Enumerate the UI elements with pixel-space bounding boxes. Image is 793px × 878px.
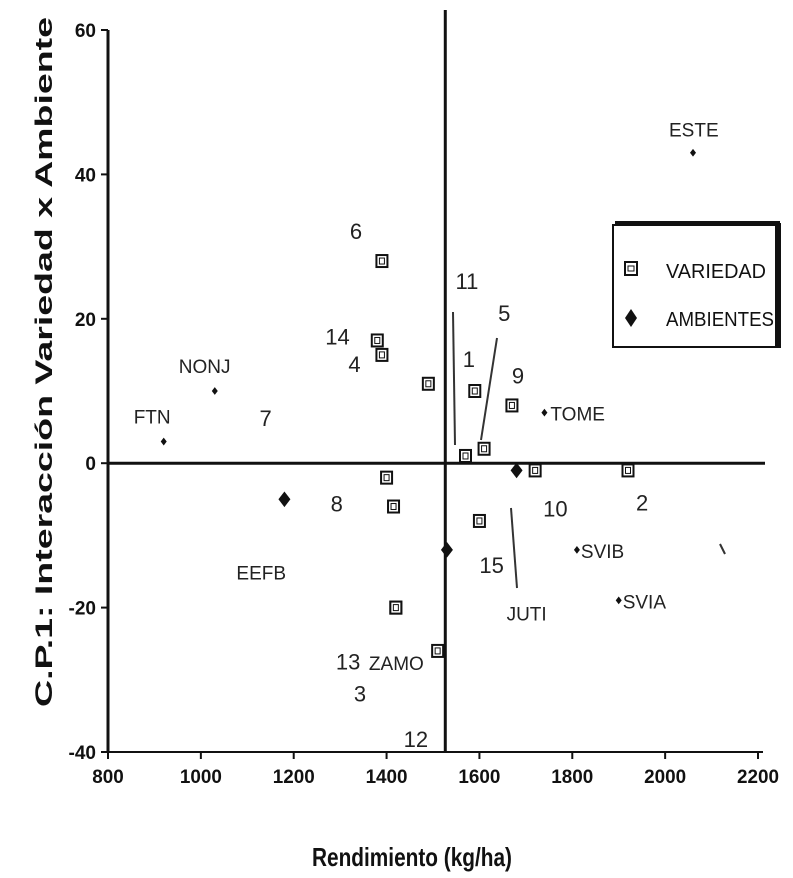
variedad-point: 13 xyxy=(336,600,403,675)
y-tick-label: 60 xyxy=(75,21,96,42)
variedad-point: 9 xyxy=(505,363,524,413)
variedad-point: 14 xyxy=(325,324,384,349)
variedad-point: 5 xyxy=(477,301,510,456)
x-tick-label: 1000 xyxy=(180,767,222,788)
variedad-point-label: 12 xyxy=(404,727,428,752)
legend-label-variedad: VARIEDAD xyxy=(666,261,766,283)
variedad-point: 12 xyxy=(404,643,445,752)
variedad-point xyxy=(375,347,389,362)
variedad-point: 15 xyxy=(472,513,504,578)
ambiente-point: ZAMO xyxy=(369,542,453,675)
x-tick-label: 1400 xyxy=(366,767,408,788)
ambiente-point: SVIA xyxy=(615,592,667,613)
variedad-point-label: 5 xyxy=(498,301,510,326)
variedad-point: 8 xyxy=(331,470,394,517)
variedad-point: 4 xyxy=(348,352,435,391)
variedad-point-label: 1 xyxy=(463,347,475,372)
y-tick-label: 0 xyxy=(85,454,96,475)
ambiente-point: NONJ xyxy=(179,357,231,395)
variedad-point-label: 15 xyxy=(479,553,503,578)
ambiente-point-label: TOME xyxy=(550,405,605,426)
variedad-point-label: 2 xyxy=(636,490,648,515)
y-tick-label: 40 xyxy=(75,165,96,186)
x-tick-label: 800 xyxy=(92,767,124,788)
ambiente-point-label: ESTE xyxy=(669,121,719,142)
ambiente-point-label: NONJ xyxy=(179,357,231,378)
leader-line-5 xyxy=(480,337,498,441)
variedad-point: 6 xyxy=(350,219,389,269)
ambiente-point-label: ZAMO xyxy=(369,654,424,675)
variedad-point: 1 xyxy=(463,347,482,398)
variedad-point-label: 3 xyxy=(354,682,366,707)
ambiente-point-label: FTN xyxy=(134,408,171,429)
y-tick-label: -40 xyxy=(69,743,96,764)
stray-mark xyxy=(719,543,726,555)
leader-line-11 xyxy=(452,311,456,446)
ambiente-point-label: EEFB xyxy=(236,563,286,584)
ambiente-point: EEFB xyxy=(236,491,291,584)
variedad-point-label: 9 xyxy=(512,363,524,388)
variedad-point-label: 14 xyxy=(325,324,349,349)
x-tick-label: 2000 xyxy=(644,767,686,788)
ambiente-point: TOME xyxy=(541,405,605,426)
x-axis-title: Rendimiento (kg/ha) xyxy=(312,842,512,872)
y-tick-label: 20 xyxy=(75,310,96,331)
ambiente-point: SVIB xyxy=(573,542,624,563)
variedad-point-label: 6 xyxy=(350,219,362,244)
variedad-point: 2 xyxy=(621,463,648,515)
ambiente-point: JUTI xyxy=(507,462,547,625)
variedad-point-label: 4 xyxy=(348,352,360,377)
x-tick-label: 1800 xyxy=(551,767,593,788)
variedad-point-label: 11 xyxy=(456,269,479,294)
x-tick-label: 2200 xyxy=(737,767,779,788)
legend-label-ambientes: AMBIENTES xyxy=(666,309,774,331)
axis-ticks: 800 1000 1200 1400 1600 1800 2000 2200 -40 -20 0 20… xyxy=(69,21,779,788)
x-tick-label: 1200 xyxy=(273,767,315,788)
variedad-point-label: 10 xyxy=(543,496,567,521)
legend-square-icon xyxy=(624,261,638,276)
ambiente-point-label: JUTI xyxy=(507,604,547,625)
leader-line-juti xyxy=(510,507,518,589)
y-tick-label: -20 xyxy=(69,599,96,620)
legend: VARIEDAD AMBIENTES xyxy=(612,221,781,348)
variedad-point: 11 xyxy=(456,269,479,463)
x-tick-label: 1600 xyxy=(458,767,500,788)
variedad-point: 7 xyxy=(260,406,472,463)
ambiente-point: FTN xyxy=(134,408,171,446)
legend-diamond-icon xyxy=(625,309,637,327)
ambiente-point-label: SVIB xyxy=(581,542,624,563)
ambiente-point: ESTE xyxy=(669,121,719,157)
variedad-point-label: 8 xyxy=(331,492,343,517)
variedad-point-label: 13 xyxy=(336,650,360,675)
variedad-point: 10 xyxy=(528,463,568,521)
y-axis-title: C.P.1: Interacción Variedad x Ambiente xyxy=(31,17,58,707)
variedad-point-label: 7 xyxy=(260,406,272,431)
variedad-point xyxy=(387,499,401,514)
ambiente-point-label: SVIA xyxy=(623,592,667,613)
